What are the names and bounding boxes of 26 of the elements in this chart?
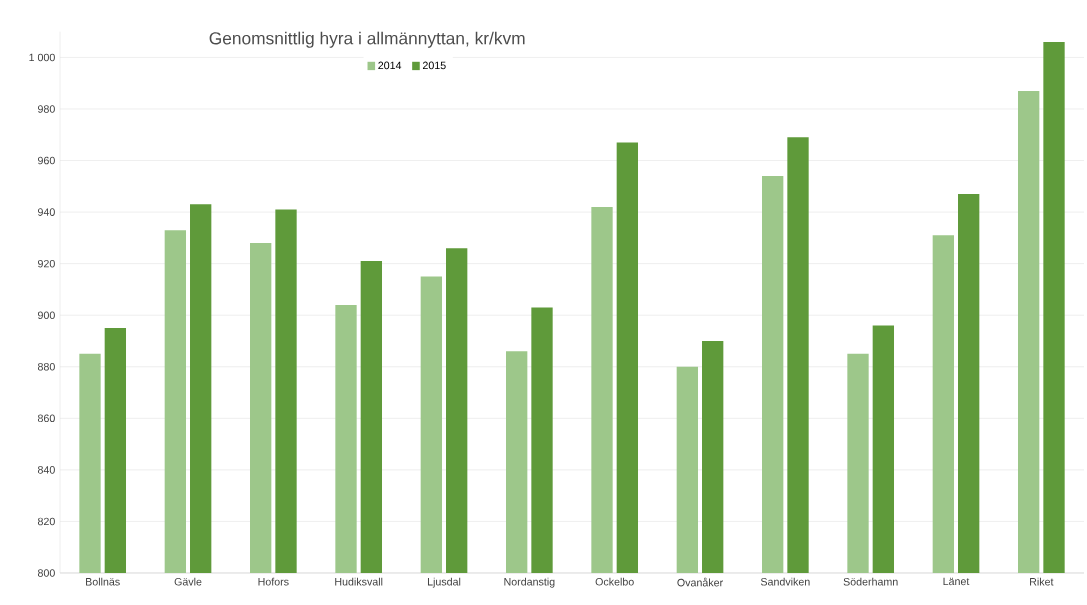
y-tick-label: 840: [37, 466, 55, 474]
x-tick-label: Hudiksvall: [335, 577, 383, 586]
y-tick-label: 860: [37, 414, 55, 423]
x-tick-label: Ockelbo: [595, 577, 634, 586]
x-tick-label: Riket: [1030, 577, 1054, 586]
y-tick-label: 800: [37, 569, 55, 577]
x-tick-label: Bollnäs: [86, 577, 120, 586]
x-tick-label: Sandviken: [760, 577, 810, 586]
chart-title: Genomsnittlig hyra i allmännyttan, kr/kvm: [209, 31, 525, 48]
y-tick-label: 1 000: [29, 53, 55, 62]
x-tick-label: Länet: [943, 577, 970, 586]
x-tick-label: Hofors: [258, 577, 289, 586]
y-tick-label: 900: [38, 311, 55, 319]
y-tick-label: 820: [37, 517, 55, 526]
x-tick-label: Söderhamn: [843, 577, 898, 586]
x-tick-label: Ljusdal: [427, 577, 461, 588]
y-tick-label: 980: [38, 105, 55, 113]
x-tick-label: Ovanåker: [677, 577, 723, 587]
y-tick-label: 960: [38, 156, 55, 165]
x-tick-label: Nordanstig: [504, 577, 555, 588]
legend-label: 2015: [422, 61, 446, 70]
x-tick-label: Gävle: [174, 577, 202, 586]
legend-label: 2014: [378, 61, 402, 70]
y-tick-label: 880: [37, 362, 55, 371]
y-tick-label: 920: [38, 259, 55, 268]
y-tick-label: 940: [38, 208, 55, 216]
